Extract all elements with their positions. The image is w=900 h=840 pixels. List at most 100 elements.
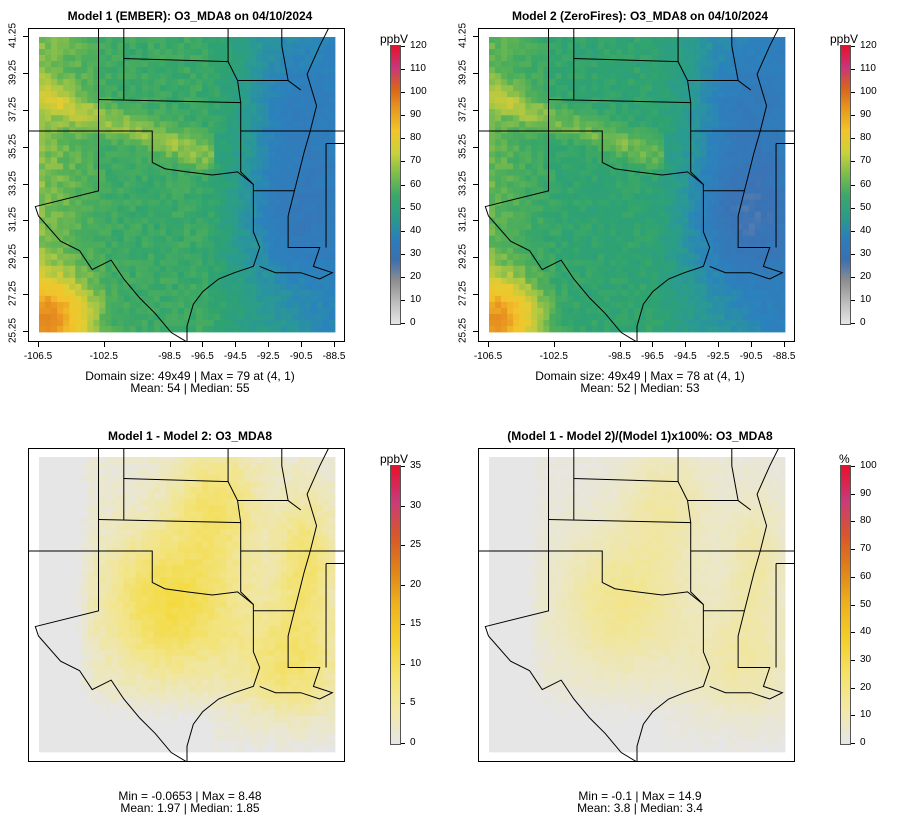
x-tick xyxy=(619,342,621,347)
colorbar-label: 90 xyxy=(860,487,872,499)
x-tick xyxy=(103,342,105,347)
x-tick xyxy=(652,342,654,347)
x-tick xyxy=(334,342,335,347)
boundary-line xyxy=(98,449,100,551)
boundary-line xyxy=(548,550,711,761)
boundary-line xyxy=(731,29,739,81)
state-boundaries xyxy=(479,449,794,761)
x-tick xyxy=(38,342,39,347)
x-tick-label: -90.5 xyxy=(289,351,313,362)
y-tick xyxy=(473,220,478,222)
y-tick-label: 29.25 xyxy=(457,244,469,270)
colorbar-label: 60 xyxy=(860,570,872,582)
y-tick xyxy=(473,183,478,185)
colorbar-tick xyxy=(401,545,405,547)
boundary-line xyxy=(34,550,187,761)
y-tick-label: 33.25 xyxy=(457,170,469,196)
y-tick xyxy=(23,36,28,37)
y-tick xyxy=(23,72,28,74)
x-tick xyxy=(169,342,171,347)
stats-line-1: Domain size: 49x49 | Max = 78 at (4, 1) xyxy=(535,369,745,383)
colorbar-label: 30 xyxy=(860,653,872,665)
x-tick xyxy=(235,342,237,347)
colorbar xyxy=(390,465,401,745)
colorbar-label: 5 xyxy=(410,697,416,709)
colorbar-tick xyxy=(851,323,855,324)
map-svg xyxy=(479,29,794,341)
boundary-line xyxy=(709,190,784,280)
stats-line-2: Mean: 52 | Median: 53 xyxy=(580,381,700,395)
map-svg xyxy=(29,449,344,761)
colorbar-label: 100 xyxy=(860,460,877,471)
boundary-line xyxy=(690,130,761,192)
stats-line-1: Domain size: 49x49 | Max = 79 at (4, 1) xyxy=(85,369,295,383)
stats-line-2: Mean: 54 | Median: 55 xyxy=(130,381,250,395)
y-tick xyxy=(23,183,28,185)
colorbar-tick xyxy=(851,92,855,94)
y-tick-label: 39.25 xyxy=(7,59,19,85)
colorbar-tick xyxy=(401,299,405,301)
map-panel-3: Model 1 - Model 2: O3_MDA8 Min = -0.0653 … xyxy=(0,420,450,840)
colorbar-label: 100 xyxy=(860,86,877,98)
y-tick-label: 37.25 xyxy=(457,96,469,122)
y-tick xyxy=(23,220,28,222)
x-tick-label: -106.5 xyxy=(23,351,53,362)
colorbar-label: 0 xyxy=(860,737,866,748)
map-panel-1: Model 1 (EMBER): O3_MDA8 on 04/10/2024 41… xyxy=(0,0,450,420)
y-tick-label: 27.25 xyxy=(7,281,19,307)
y-tick-label: 25.25 xyxy=(7,317,19,344)
colorbar-label: 20 xyxy=(860,270,872,282)
boundary-line xyxy=(731,449,739,501)
boundary-line xyxy=(227,481,242,523)
boundary-line xyxy=(484,130,637,341)
gridded-field xyxy=(39,37,336,333)
colorbar-tick xyxy=(401,703,405,705)
x-tick xyxy=(784,342,785,347)
colorbar-label: 60 xyxy=(410,178,422,190)
colorbar-tick xyxy=(401,69,405,71)
x-tick-label: -102.5 xyxy=(89,351,118,362)
colorbar-tick xyxy=(851,276,855,278)
y-tick-label: 31.25 xyxy=(7,207,19,233)
x-tick-label: -102.5 xyxy=(539,351,568,362)
boundary-line xyxy=(240,130,311,192)
colorbar-label: 15 xyxy=(410,618,422,630)
y-tick xyxy=(473,146,478,148)
colorbar-label: 70 xyxy=(410,155,422,167)
boundary-line xyxy=(690,550,761,612)
colorbar-tick xyxy=(401,584,405,586)
gridded-field xyxy=(489,37,786,333)
colorbar-label: 35 xyxy=(410,460,422,471)
colorbar-label: 50 xyxy=(860,201,872,213)
y-tick xyxy=(473,331,478,332)
x-tick xyxy=(685,342,687,347)
colorbar-tick xyxy=(851,632,855,634)
y-tick-label: 41.25 xyxy=(7,22,19,49)
boundary-line xyxy=(98,130,261,341)
boundary-line xyxy=(756,29,779,132)
boundary-line xyxy=(306,449,329,552)
y-tick-label: 39.25 xyxy=(457,59,469,85)
colorbar-tick xyxy=(851,493,855,495)
y-tick-label: 33.25 xyxy=(7,170,19,196)
colorbar-unit: ppbV xyxy=(380,32,409,46)
colorbar-tick xyxy=(401,663,405,665)
colorbar-label: 10 xyxy=(410,293,422,305)
x-tick xyxy=(751,342,753,347)
boundary-line xyxy=(548,449,550,551)
map-plot-area xyxy=(28,448,345,762)
boundary-line xyxy=(690,550,704,605)
x-tick-label: -88.5 xyxy=(772,351,796,362)
stats-line-2: Mean: 1.97 | Median: 1.85 xyxy=(120,801,260,815)
y-tick-label: 29.25 xyxy=(7,244,19,270)
stats-line-1: Min = -0.0653 | Max = 8.48 xyxy=(118,789,262,803)
stats-line-1: Min = -0.1 | Max = 14.9 xyxy=(578,789,702,803)
colorbar-label: 40 xyxy=(410,224,422,236)
colorbar-unit: % xyxy=(839,452,850,466)
colorbar-tick xyxy=(851,576,855,578)
x-tick-label: -92.5 xyxy=(706,351,730,362)
y-tick xyxy=(473,294,478,296)
colorbar-tick xyxy=(851,743,855,744)
boundary-line xyxy=(281,29,289,81)
colorbar-label: 110 xyxy=(860,63,876,75)
